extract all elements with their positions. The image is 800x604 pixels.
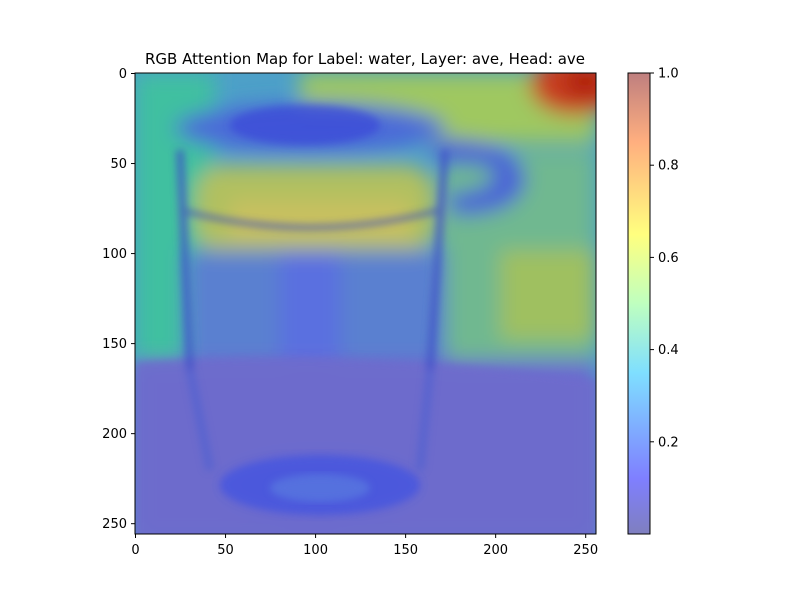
heatmap-image [135,73,596,534]
x-tick-label: 200 [483,543,508,558]
chart-title: RGB Attention Map for Label: water, Laye… [145,50,585,68]
colorbar-tick-label: 0.8 [658,159,679,174]
y-tick-label: 150 [102,337,127,352]
y-tick-label: 250 [102,517,127,532]
x-tick-label: 150 [393,543,418,558]
colorbar-tick-label: 0.4 [658,343,679,358]
y-tick-label: 100 [102,247,127,262]
y-tick-label: 0 [119,67,127,82]
colorbar-gradient [627,72,651,535]
colorbar-tick-label: 1.0 [658,67,679,82]
colorbar: 0.2 0.4 0.6 0.8 1.0 [627,67,679,535]
colorbar-tick-label: 0.2 [658,435,679,450]
y-axis: 0 50 100 150 200 250 [102,67,135,532]
x-tick-label: 250 [573,543,598,558]
y-tick-label: 200 [102,427,127,442]
x-tick-label: 0 [131,543,139,558]
x-tick-label: 100 [303,543,328,558]
x-tick-label: 50 [217,543,234,558]
y-tick-label: 50 [110,157,127,172]
x-axis: 0 50 100 150 200 250 [131,534,598,558]
plot-area-frame [134,72,597,535]
colorbar-tick-label: 0.6 [658,251,679,266]
